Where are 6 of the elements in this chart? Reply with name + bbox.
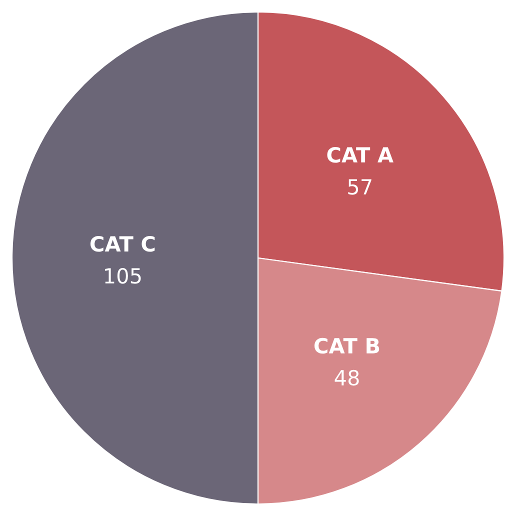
data-label: 48 bbox=[334, 370, 359, 386]
slice-label: CAT C bbox=[90, 236, 155, 252]
data-label: 57 bbox=[348, 179, 372, 195]
slice-label: CAT B bbox=[314, 338, 380, 354]
slice-label: CAT A bbox=[327, 146, 394, 163]
data-label: 105 bbox=[105, 268, 141, 284]
